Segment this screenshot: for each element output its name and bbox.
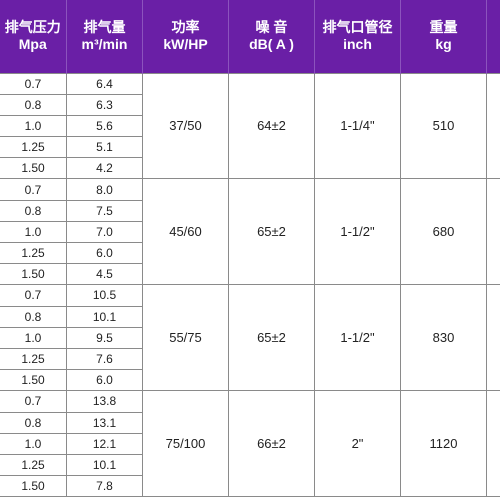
- header-weight: 重量 kg: [400, 0, 487, 73]
- flow-cell: 8.0: [66, 178, 143, 201]
- extra-cell: [486, 72, 500, 180]
- power-cell: 45/60: [142, 178, 229, 286]
- flow-cell: 5.1: [66, 136, 143, 159]
- header-power-unit: kW/HP: [163, 36, 208, 53]
- flow-cell: 10.1: [66, 453, 143, 477]
- flow-cell: 12.1: [66, 432, 143, 455]
- pressure-cell: 1.50: [0, 263, 67, 286]
- flow-cell: 6.3: [66, 93, 143, 116]
- extra-cell: [486, 284, 500, 392]
- extra-cell: [486, 178, 500, 286]
- flow-cell: 7.5: [66, 199, 143, 222]
- pressure-cell: 1.25: [0, 241, 67, 265]
- weight-cell: 680: [400, 178, 487, 286]
- header-noise-label: 噪 音: [255, 19, 288, 36]
- flow-cell: 13.8: [66, 390, 143, 413]
- flow-cell: 10.1: [66, 305, 143, 328]
- table-row: 0.7 6.4 37/50 64±2 1-1/4" 510: [0, 72, 500, 180]
- weight-cell: 830: [400, 284, 487, 392]
- header-power: 功率 kW/HP: [142, 0, 229, 73]
- table-row: 1.50 4.5: [0, 263, 500, 286]
- flow-cell: 4.2: [66, 157, 143, 180]
- flow-cell: 6.0: [66, 369, 143, 392]
- pressure-cell: 1.0: [0, 432, 67, 455]
- header-extra: [486, 0, 500, 73]
- pressure-cell: 0.7: [0, 284, 67, 307]
- table-row: 0.8 13.1: [0, 411, 500, 434]
- table-row: 0.8 10.1: [0, 305, 500, 328]
- pressure-cell: 1.0: [0, 220, 67, 244]
- flow-cell: 7.6: [66, 347, 143, 371]
- table-row: 0.7 8.0 45/60 65±2 1-1/2" 680: [0, 178, 500, 286]
- pressure-cell: 0.8: [0, 305, 67, 328]
- flow-cell: 6.0: [66, 241, 143, 265]
- table-row: 1.0 9.5: [0, 326, 500, 349]
- header-power-label: 功率: [171, 19, 200, 36]
- pressure-cell: 0.8: [0, 411, 67, 434]
- pressure-cell: 1.50: [0, 157, 67, 180]
- header-flow-unit: m³/min: [81, 36, 128, 53]
- table-row: 1.25 6.0: [0, 241, 500, 265]
- pressure-cell: 0.7: [0, 390, 67, 413]
- header-pressure: 排气压力 Mpa: [0, 0, 67, 73]
- outlet-cell: 1-1/2": [314, 284, 401, 392]
- pressure-cell: 1.25: [0, 136, 67, 159]
- table-row: 1.50 7.8: [0, 475, 500, 498]
- power-cell: 75/100: [142, 390, 229, 498]
- pressure-cell: 0.7: [0, 72, 67, 95]
- power-cell: 55/75: [142, 284, 229, 392]
- header-outlet-label: 排气口管径: [322, 19, 393, 36]
- noise-cell: 66±2: [228, 390, 315, 498]
- noise-cell: 64±2: [228, 72, 315, 180]
- table-row: 1.25 7.6: [0, 347, 500, 371]
- header-weight-unit: kg: [435, 36, 452, 53]
- pressure-cell: 0.8: [0, 93, 67, 116]
- pressure-cell: 1.50: [0, 369, 67, 392]
- flow-cell: 5.6: [66, 114, 143, 138]
- noise-cell: 65±2: [228, 178, 315, 286]
- flow-cell: 7.0: [66, 220, 143, 244]
- flow-cell: 9.5: [66, 326, 143, 349]
- header-outlet: 排气口管径 inch: [314, 0, 401, 73]
- pressure-cell: 1.50: [0, 475, 67, 498]
- pressure-cell: 1.0: [0, 326, 67, 349]
- table-header: 排气压力 Mpa 排气量 m³/min 功率 kW/HP 噪 音 dB( A ) 排气口…: [0, 0, 500, 73]
- table-row: 1.25 5.1: [0, 136, 500, 159]
- outlet-cell: 1-1/4": [314, 72, 401, 180]
- outlet-cell: 1-1/2": [314, 178, 401, 286]
- outlet-cell: 2": [314, 390, 401, 498]
- table-body: 0.7 6.4 37/50 64±2 1-1/4" 510 0.8 6.3 1.…: [0, 72, 500, 498]
- pressure-cell: 0.8: [0, 199, 67, 222]
- extra-cell: [486, 390, 500, 498]
- pressure-cell: 1.0: [0, 114, 67, 138]
- pressure-cell: 0.7: [0, 178, 67, 201]
- table-row: 0.7 10.5 55/75 65±2 1-1/2" 830: [0, 284, 500, 392]
- flow-cell: 7.8: [66, 475, 143, 498]
- header-weight-label: 重量: [429, 19, 458, 36]
- flow-cell: 4.5: [66, 263, 143, 286]
- power-cell: 37/50: [142, 72, 229, 180]
- header-pressure-unit: Mpa: [18, 36, 47, 53]
- table-row: 0.8 7.5: [0, 199, 500, 222]
- pressure-cell: 1.25: [0, 347, 67, 371]
- header-noise: 噪 音 dB( A ): [228, 0, 315, 73]
- noise-cell: 65±2: [228, 284, 315, 392]
- table-row: 0.7 13.8 75/100 66±2 2" 1120: [0, 390, 500, 498]
- flow-cell: 13.1: [66, 411, 143, 434]
- weight-cell: 1120: [400, 390, 487, 498]
- flow-cell: 6.4: [66, 72, 143, 95]
- header-row: 排气压力 Mpa 排气量 m³/min 功率 kW/HP 噪 音 dB( A ) 排气口…: [0, 0, 500, 73]
- header-outlet-unit: inch: [343, 36, 372, 53]
- pressure-cell: 1.25: [0, 453, 67, 477]
- header-pressure-label: 排气压力: [4, 19, 61, 36]
- weight-cell: 510: [400, 72, 487, 180]
- header-flow-label: 排气量: [83, 19, 126, 36]
- flow-cell: 10.5: [66, 284, 143, 307]
- header-flow: 排气量 m³/min: [66, 0, 143, 73]
- header-noise-unit: dB( A ): [249, 36, 294, 53]
